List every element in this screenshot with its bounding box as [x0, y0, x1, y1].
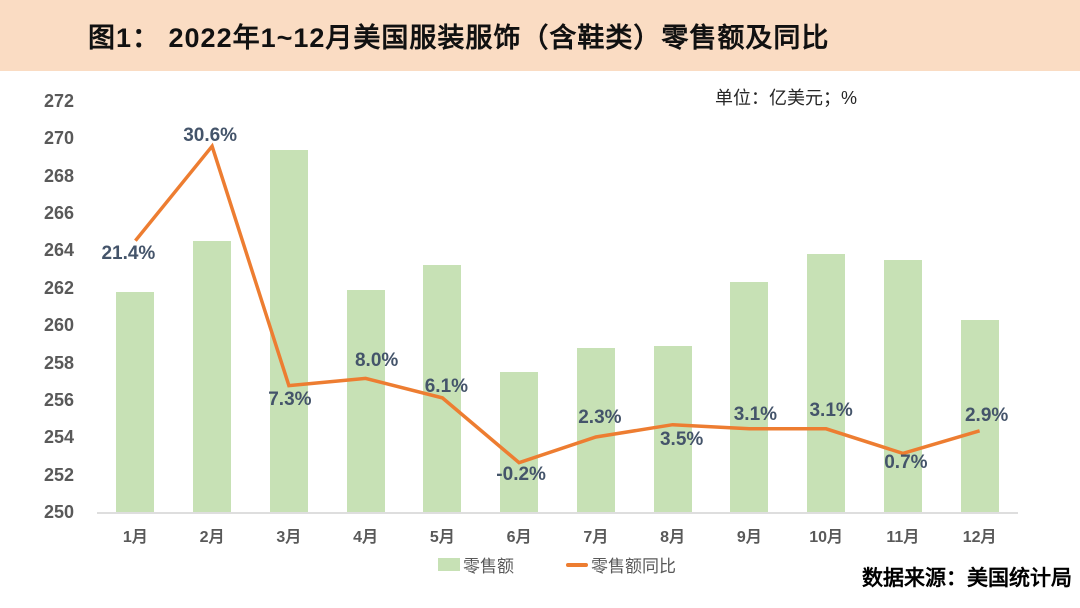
x-tick-label-6月: 6月: [506, 529, 532, 546]
line-series: [134, 142, 981, 465]
source-note: 数据来源：美国统计局: [862, 567, 1072, 590]
yoy-label-3月: 7.3%: [268, 388, 312, 410]
x-axis-line: [97, 512, 1018, 514]
yoy-label-6月: -0.2%: [496, 463, 546, 485]
yoy-label-11月: 0.7%: [884, 452, 928, 474]
y-tick-label: 272: [43, 91, 74, 111]
bar-8月: [653, 345, 692, 512]
bar-1月: [116, 291, 155, 512]
x-tick-label-4月: 4月: [353, 529, 379, 546]
yoy-label-12月: 2.9%: [964, 404, 1009, 426]
chart-area: 单位：亿美元；% 250 252 254 256 258 260 262 264 266 268 2…: [0, 71, 1080, 608]
bar-7月: [576, 347, 615, 512]
y-tick-label: 260: [43, 315, 74, 336]
yoy-label-10月: 3.1%: [809, 399, 853, 421]
yoy-label-9月: 3.1%: [733, 403, 778, 425]
x-tick-label-8月: 8月: [660, 529, 686, 546]
y-tick-label: 270: [43, 128, 74, 149]
yoy-label-1月: 21.4%: [101, 242, 156, 264]
yoy-label-7月: 2.3%: [578, 406, 622, 428]
bar-6月: [500, 371, 539, 512]
y-tick-label: 250: [43, 502, 74, 522]
unit-label: 单位：亿美元；%: [715, 88, 858, 108]
y-tick-label: 262: [43, 277, 74, 298]
x-tick-label-1月: 1月: [122, 529, 148, 546]
x-tick-label-7月: 7月: [583, 529, 609, 546]
yoy-label-2月: 30.6%: [183, 125, 238, 147]
bar-9月: [730, 282, 769, 512]
y-tick-label: 254: [43, 427, 74, 448]
bar-5月: [423, 265, 462, 512]
y-tick-label: 264: [43, 240, 74, 261]
bar-4月: [346, 289, 385, 512]
legend-line-label: 零售额同比: [591, 557, 676, 576]
legend: 零售额 零售额同比: [438, 552, 676, 577]
yoy-label-4月: 8.0%: [354, 350, 399, 372]
x-tick-label-9月: 9月: [736, 529, 762, 546]
y-tick-label: 258: [43, 352, 74, 373]
y-tick-label: 252: [43, 464, 74, 485]
bar-2月: [193, 241, 232, 512]
legend-line-swatch: [566, 562, 588, 567]
x-tick-label-10月: 10月: [809, 529, 844, 546]
plot-area: 21.4% 30.6% 7.3% 8.0% 6.1% -0.2% 2.3% 3.5% 3.1% 3…: [97, 101, 1018, 512]
bar-11月: [883, 259, 922, 512]
y-tick-label: 256: [43, 389, 74, 410]
x-tick-label-12月: 12月: [962, 529, 997, 546]
figure-title: 图1： 2022年1~12月美国服装服饰（含鞋类）零售额及同比: [88, 23, 830, 53]
figure-title-bar: 图1： 2022年1~12月美国服装服饰（含鞋类）零售额及同比: [0, 0, 1080, 71]
y-tick-label: 266: [43, 203, 74, 224]
yoy-line: [134, 142, 981, 465]
bar-12月: [960, 319, 999, 512]
x-tick-label-5月: 5月: [429, 529, 455, 546]
x-tick-label-2月: 2月: [199, 529, 225, 546]
legend-bar-swatch: [438, 558, 460, 571]
bar-3月: [269, 149, 308, 512]
yoy-label-8月: 3.5%: [659, 428, 704, 450]
x-tick-label-11月: 11月: [886, 529, 920, 546]
x-tick-label-3月: 3月: [276, 529, 302, 546]
bar-10月: [807, 254, 846, 512]
y-tick-label: 268: [43, 165, 74, 186]
yoy-label-5月: 6.1%: [424, 375, 469, 397]
legend-bar-label: 零售额: [463, 557, 514, 576]
